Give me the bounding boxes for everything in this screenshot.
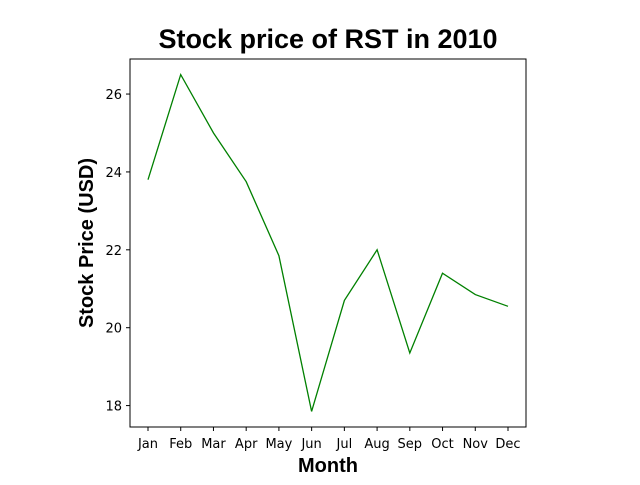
- y-axis-title: Stock Price (USD): [76, 158, 98, 328]
- x-tick-label: Feb: [169, 437, 192, 452]
- x-tick-label: Oct: [431, 437, 453, 452]
- x-axis-title: Month: [298, 455, 358, 477]
- series-line: [147, 72, 509, 412]
- x-tick-label: Jan: [137, 437, 158, 452]
- x-tick-label: May: [265, 437, 292, 452]
- x-tick-label: Dec: [495, 437, 520, 452]
- x-tick-label: Jul: [336, 437, 353, 452]
- y-tick-label: 22: [105, 244, 122, 259]
- x-tick-label: Aug: [364, 437, 389, 452]
- x-tick-label: Apr: [235, 437, 258, 452]
- y-tick-label: 18: [105, 400, 122, 415]
- y-tick-label: 24: [105, 166, 122, 181]
- x-tick-label: Nov: [463, 437, 489, 452]
- plot-frame: [129, 58, 527, 428]
- y-tick-label: 20: [105, 322, 122, 337]
- x-tick-label: Sep: [398, 437, 423, 452]
- x-tick-label: Jun: [300, 437, 321, 452]
- chart-title: Stock price of RST in 2010: [158, 24, 497, 54]
- y-tick-label: 26: [105, 88, 122, 103]
- plot-area: Jan Feb Mar Apr May Jun Jul Aug Sep Oct Nov Dec 18 20…: [105, 72, 521, 452]
- x-tick-label: Mar: [201, 437, 226, 452]
